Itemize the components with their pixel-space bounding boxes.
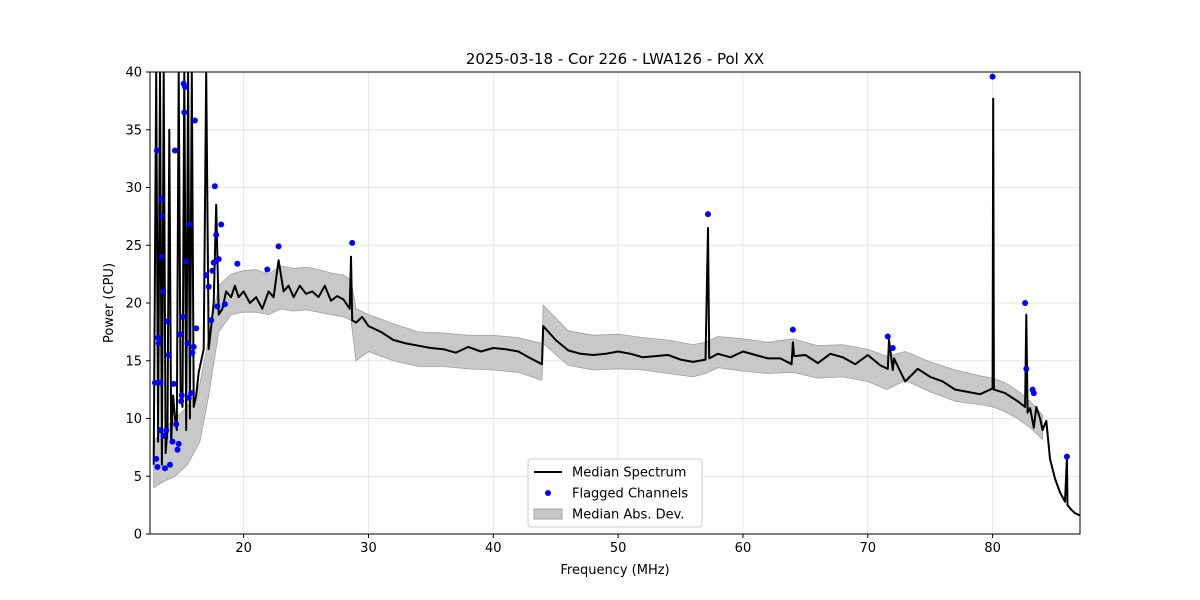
y-tick-label: 10: [125, 412, 142, 427]
flagged-point: [172, 147, 178, 154]
y-axis-label: Power (CPU): [102, 263, 117, 343]
flagged-point: [221, 301, 228, 308]
flagged-point: [183, 258, 190, 265]
y-tick-label: 20: [125, 297, 142, 312]
chart-title: 2025-03-18 - Cor 226 - LWA126 - Pol XX: [466, 50, 764, 68]
flagged-point: [213, 231, 220, 238]
x-tick-label: 60: [735, 541, 752, 556]
y-tick-label: 35: [125, 123, 142, 138]
flagged-point: [155, 334, 162, 341]
flagged-point: [160, 288, 167, 295]
flagged-point: [154, 464, 161, 470]
flagged-point: [275, 243, 282, 250]
flagged-point: [165, 352, 172, 358]
legend-box: [527, 458, 703, 528]
flagged-point: [173, 421, 180, 428]
flagged-point: [160, 432, 167, 439]
flagged-point: [705, 211, 711, 218]
legend: Median Spectrum Flagged Channels Median …: [527, 458, 703, 528]
flagged-point: [182, 84, 188, 90]
flagged-point: [214, 303, 221, 310]
flagged-point: [163, 427, 170, 434]
flagged-point: [218, 221, 225, 228]
x-tick-label: 50: [610, 541, 627, 556]
flagged-point: [1022, 300, 1029, 306]
flagged-point: [185, 394, 192, 401]
flagged-point: [188, 390, 195, 397]
flagged-point: [203, 272, 210, 279]
flagged-points-layer: [152, 73, 1070, 472]
legend-mad-swatch: [533, 508, 563, 520]
flagged-point: [264, 266, 271, 273]
flagged-point: [157, 379, 164, 386]
y-tick-label: 5: [134, 470, 142, 485]
flagged-point: [884, 333, 891, 340]
flagged-point: [152, 379, 158, 386]
legend-flagged-swatch: [545, 490, 551, 496]
flagged-point: [158, 253, 165, 260]
flagged-point: [889, 345, 896, 351]
flagged-point: [178, 398, 185, 405]
flagged-point: [186, 221, 193, 228]
flagged-point: [175, 440, 182, 447]
y-axis-ticks: 0 5 10 15 20 25 30 35 40: [125, 66, 150, 543]
flagged-point: [181, 109, 188, 116]
flagged-point: [170, 380, 177, 387]
median-line-layer: [152, 72, 1080, 517]
flagged-point: [208, 317, 215, 324]
median-spectrum-line: [152, 72, 1080, 517]
flagged-point: [153, 147, 160, 154]
flagged-point: [153, 455, 160, 462]
y-tick-label: 0: [134, 528, 142, 543]
x-tick-label: 30: [360, 541, 377, 556]
flagged-point: [789, 326, 796, 333]
flagged-point: [234, 260, 241, 267]
flagged-point: [209, 267, 216, 274]
flagged-point: [184, 340, 191, 347]
flagged-point: [989, 73, 996, 80]
flagged-point: [164, 318, 171, 325]
flagged-point: [1063, 453, 1070, 460]
x-tick-label: 80: [984, 541, 1001, 556]
x-axis-label: Frequency (MHz): [560, 563, 669, 578]
mad-band: [153, 265, 1043, 489]
flagged-point: [349, 239, 356, 246]
y-tick-label: 15: [125, 354, 142, 369]
mad-band-layer: [153, 265, 1043, 489]
flagged-point: [215, 256, 222, 263]
y-tick-label: 25: [125, 239, 142, 254]
flagged-point: [1030, 390, 1037, 397]
flagged-point: [167, 461, 173, 468]
flagged-point: [178, 392, 185, 399]
flagged-point: [191, 117, 198, 124]
flagged-point: [179, 313, 186, 320]
flagged-point: [189, 349, 196, 356]
flagged-point: [193, 325, 200, 332]
flagged-point: [177, 331, 183, 338]
x-tick-label: 70: [860, 541, 877, 556]
x-axis-ticks: 20 30 40 50 60 70 80: [235, 534, 1001, 556]
flagged-point: [174, 446, 181, 453]
legend-mad-label: Median Abs. Dev.: [572, 508, 684, 523]
legend-flagged-label: Flagged Channels: [572, 487, 688, 502]
flagged-point: [190, 343, 197, 350]
flagged-point: [1023, 365, 1030, 372]
flagged-point: [159, 213, 166, 220]
x-tick-label: 20: [235, 541, 252, 556]
y-tick-label: 40: [125, 66, 142, 81]
flagged-point: [162, 465, 168, 472]
y-tick-label: 30: [125, 181, 142, 196]
flagged-point: [157, 427, 163, 434]
flagged-point: [205, 283, 212, 290]
flagged-point: [158, 196, 165, 203]
flagged-point: [210, 259, 217, 266]
legend-median-label: Median Spectrum: [572, 466, 686, 481]
flagged-point: [155, 340, 162, 347]
x-tick-label: 40: [485, 541, 502, 556]
flagged-point: [211, 183, 218, 190]
flagged-point: [169, 438, 176, 445]
